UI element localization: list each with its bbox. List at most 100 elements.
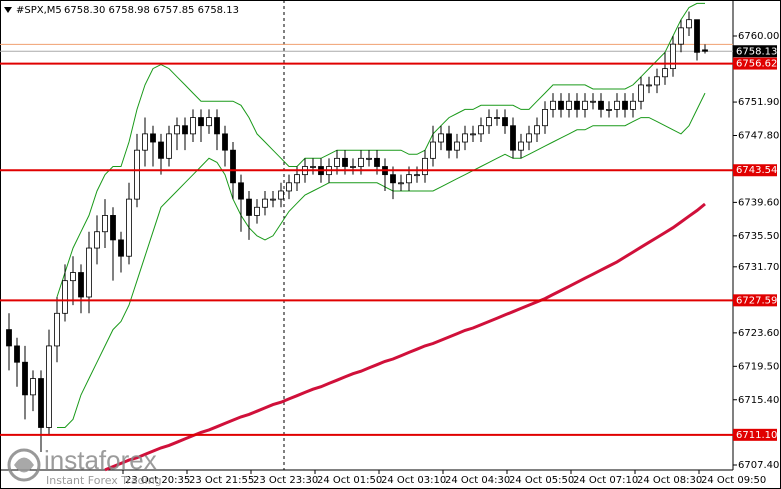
level-label: 6711.10 (736, 430, 777, 441)
x-tick-label: 24 Oct 09:50 (701, 475, 766, 486)
candle-body (630, 100, 636, 110)
candle-body (134, 149, 140, 200)
candle-body (222, 133, 228, 151)
level-label-box (733, 428, 777, 441)
candle-body (14, 345, 20, 363)
candle-body (358, 157, 364, 167)
candle-body (454, 141, 460, 151)
logo-ring (7, 448, 41, 482)
candle-body (278, 190, 284, 200)
candle-body (166, 133, 172, 159)
candle-body (518, 141, 524, 151)
candle-body (30, 378, 36, 396)
bid-label: 6758.13 (736, 46, 777, 57)
candle-body (694, 19, 700, 53)
y-tick-label: 6760.00 (738, 31, 779, 42)
candle-body (390, 174, 396, 184)
level-label: 6743.54 (736, 165, 777, 176)
watermark-tagline: Instant Forex Trading (46, 474, 162, 487)
candle-body (606, 109, 612, 111)
candle-body (350, 166, 356, 168)
ohlc-header: 6758.30 6758.98 6757.85 6758.13 (64, 5, 239, 16)
y-tick-label: 6751.90 (738, 97, 779, 108)
candle-body (582, 100, 588, 110)
candle-body (270, 198, 276, 201)
x-tick-label: 24 Oct 01:50 (317, 475, 382, 486)
candle-body (262, 198, 268, 208)
candle-body (534, 125, 540, 135)
level-label-box (733, 57, 777, 70)
candle-body (206, 117, 212, 127)
candle-body (150, 133, 156, 143)
level-label-box (733, 294, 777, 307)
candle-body (446, 133, 452, 151)
candle-body (286, 182, 292, 192)
watermark-brand: instaforex (44, 445, 157, 475)
candle-body (510, 125, 516, 151)
x-tick-label: 24 Oct 04:30 (445, 475, 510, 486)
candle-body (174, 125, 180, 135)
candle-body (542, 109, 548, 127)
candle-body (438, 133, 444, 143)
candle-body (38, 378, 44, 428)
moving-average (104, 202, 706, 472)
bid-label-box (733, 45, 777, 58)
bollinger-band (57, 92, 706, 428)
x-tick-label: 24 Oct 05:50 (509, 475, 574, 486)
candle-body (670, 43, 676, 70)
candle-body (230, 149, 236, 184)
candle-body (46, 345, 52, 428)
candle-body (182, 125, 188, 135)
candle-body (254, 206, 260, 216)
candle-body (214, 117, 220, 135)
x-tick-label: 24 Oct 08:30 (637, 475, 702, 486)
candle-body (470, 133, 476, 136)
symbol: #SPX,M5 (16, 5, 62, 16)
x-tick-label: 24 Oct 03:10 (381, 475, 446, 486)
x-tick-label: 23 Oct 23:30 (253, 475, 318, 486)
candle-body (494, 117, 500, 119)
candle-body (478, 125, 484, 135)
candle-body (246, 198, 252, 216)
candle-body (406, 174, 412, 184)
candle-body (158, 141, 164, 159)
bollinger-band (56, 2, 705, 298)
x-tick-label: 23 Oct 21:55 (189, 475, 254, 486)
y-tick-label: 6731.70 (738, 262, 779, 273)
y-tick-label: 6707.40 (738, 460, 779, 471)
candle-body (294, 174, 300, 184)
candle-body (502, 117, 508, 127)
candle-body (590, 100, 596, 103)
logo-mark (14, 457, 34, 473)
watermark: instaforex Instant Forex Trading (7, 445, 162, 487)
candle-body (566, 100, 572, 110)
candle-body (614, 100, 620, 110)
candle-body (598, 100, 604, 110)
candle-body (94, 231, 100, 249)
candle-body (662, 68, 668, 78)
candle-body (622, 100, 628, 110)
candle-body (86, 247, 92, 298)
candle-body (414, 174, 420, 177)
y-tick-label: 6719.50 (738, 361, 779, 372)
y-tick-label: 6739.60 (738, 197, 779, 208)
candle-body (686, 19, 692, 29)
level-label-box (733, 164, 777, 177)
candle-body (310, 166, 316, 168)
candle-body (190, 117, 196, 135)
candle-body (550, 100, 556, 110)
candle-body (462, 133, 468, 143)
candle-body (366, 157, 372, 160)
candle-body (422, 157, 428, 176)
y-tick-label: 6723.60 (738, 328, 779, 339)
candle-body (238, 182, 244, 200)
candle-body (558, 100, 564, 110)
x-tick-label: 24 Oct 07:10 (573, 475, 638, 486)
candle-body (574, 100, 580, 110)
candle-body (102, 215, 108, 233)
level-label: 6727.59 (736, 295, 777, 306)
level-label: 6756.62 (736, 59, 777, 70)
plot (0, 2, 733, 472)
candle-body (118, 239, 124, 257)
